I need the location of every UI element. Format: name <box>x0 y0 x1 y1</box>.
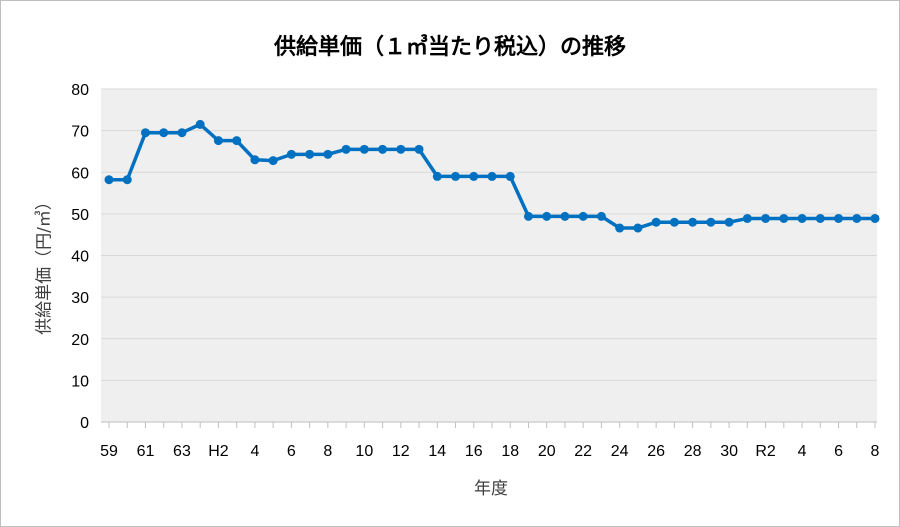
y-tick-label: 40 <box>71 249 89 266</box>
data-point <box>797 213 807 223</box>
data-point <box>432 171 442 181</box>
data-point <box>542 211 552 221</box>
x-tick-label: 12 <box>392 443 410 460</box>
x-tick-label: 8 <box>323 443 332 460</box>
data-point <box>469 171 479 181</box>
data-point <box>159 128 169 138</box>
data-point <box>250 155 260 165</box>
y-tick-label: 30 <box>71 290 89 307</box>
data-point <box>815 213 825 223</box>
data-point <box>341 144 351 154</box>
x-tick-label: R2 <box>755 443 776 460</box>
x-tick-label: 30 <box>720 443 738 460</box>
data-point <box>122 175 132 185</box>
x-tick-label: H2 <box>208 443 229 460</box>
x-tick-label: 28 <box>684 443 702 460</box>
data-point <box>779 213 789 223</box>
data-point <box>232 136 242 146</box>
y-tick-label: 20 <box>71 332 89 349</box>
data-point <box>852 213 862 223</box>
x-tick-label: 63 <box>173 443 191 460</box>
data-point <box>305 149 315 159</box>
data-point <box>195 119 205 129</box>
data-point <box>104 175 114 185</box>
data-point <box>615 223 625 233</box>
x-tick-label: 24 <box>611 443 629 460</box>
data-point <box>140 128 150 138</box>
data-point <box>323 149 333 159</box>
x-tick-label: 10 <box>355 443 373 460</box>
data-point <box>834 213 844 223</box>
data-point <box>523 211 533 221</box>
x-tick-label: 4 <box>798 443 807 460</box>
data-point <box>651 217 661 227</box>
data-point <box>451 171 461 181</box>
data-point <box>761 213 771 223</box>
x-tick-label: 59 <box>100 443 118 460</box>
data-point <box>487 171 497 181</box>
data-point <box>177 128 187 138</box>
data-point <box>560 211 570 221</box>
y-tick-label: 80 <box>71 82 89 99</box>
data-point <box>633 223 643 233</box>
x-tick-label: 26 <box>647 443 665 460</box>
x-tick-label: 6 <box>287 443 296 460</box>
x-tick-label: 4 <box>250 443 259 460</box>
chart-title: 供給単価（１㎥当たり税込）の推移 <box>273 35 626 60</box>
y-tick-label: 10 <box>71 373 89 390</box>
x-tick-label: 61 <box>137 443 155 460</box>
x-tick-label: 22 <box>574 443 592 460</box>
x-tick-label: 20 <box>538 443 556 460</box>
data-point <box>213 136 223 146</box>
y-tick-label: 70 <box>71 124 89 141</box>
data-point <box>578 211 588 221</box>
data-point <box>742 213 752 223</box>
data-point <box>359 144 369 154</box>
x-tick-label: 14 <box>428 443 446 460</box>
data-point <box>706 217 716 227</box>
data-point <box>724 217 734 227</box>
data-point <box>268 156 278 166</box>
y-tick-label: 0 <box>80 415 89 432</box>
data-point <box>688 217 698 227</box>
x-axis-label: 年度 <box>474 479 508 499</box>
data-point <box>870 213 880 223</box>
data-point <box>596 211 606 221</box>
data-point <box>396 144 406 154</box>
x-tick-label: 8 <box>871 443 880 460</box>
y-tick-label: 60 <box>71 165 89 182</box>
x-tick-label: 16 <box>465 443 483 460</box>
data-point <box>378 144 388 154</box>
data-point <box>505 171 515 181</box>
data-point <box>669 217 679 227</box>
y-tick-label: 50 <box>71 207 89 224</box>
x-tick-label: 18 <box>501 443 519 460</box>
data-point <box>414 144 424 154</box>
x-tick-label: 6 <box>834 443 843 460</box>
data-point <box>286 149 296 159</box>
